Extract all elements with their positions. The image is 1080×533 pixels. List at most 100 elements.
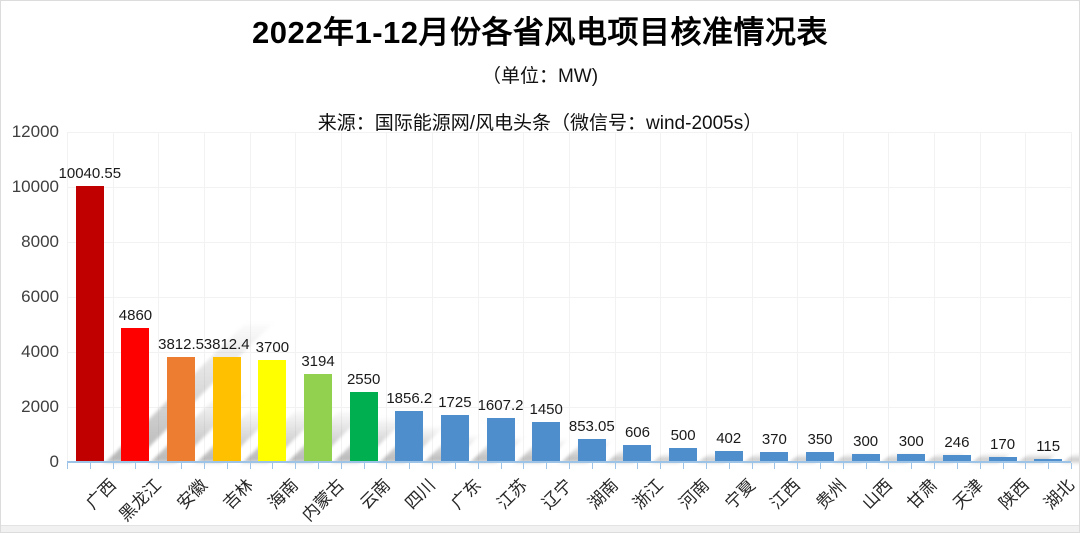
x-gridline: [203, 132, 205, 462]
x-axis-tick: [318, 463, 319, 469]
x-gridline: [158, 132, 160, 462]
bar-value-label: 1725: [438, 393, 472, 411]
bar-value-label: 246: [944, 434, 970, 452]
x-gridline: [979, 132, 981, 462]
bar-广东: [440, 414, 469, 462]
x-axis-tick: [820, 463, 821, 469]
bar-云南: [349, 391, 378, 462]
x-axis-category-label: 陕西: [995, 475, 1033, 514]
x-gridline: [295, 132, 297, 462]
x-axis-tick: [454, 463, 456, 469]
x-gridline: [842, 132, 844, 462]
chart-title: 2022年1-12月份各省风电项目核准情况表: [251, 15, 828, 50]
x-axis-tick: [67, 463, 68, 469]
bar-内蒙古: [304, 374, 332, 462]
bar-湖南: [577, 438, 606, 462]
bar-吉林: [212, 357, 241, 462]
bar-value-label: 4860: [118, 307, 153, 325]
x-axis-tick: [409, 463, 411, 469]
x-gridline: [1025, 132, 1027, 462]
x-axis-tick: [89, 463, 91, 469]
x-axis-tick: [546, 463, 548, 469]
x-axis-category-label: 宁夏: [721, 475, 759, 514]
x-gridline: [1071, 132, 1072, 462]
bar-河南: [669, 448, 698, 462]
y-axis-tick-label: 10000: [11, 177, 59, 196]
x-axis-tick: [956, 463, 958, 469]
x-axis-category-label: 江苏: [493, 475, 531, 514]
x-axis-tick: [500, 463, 502, 469]
bar-山西: [851, 453, 880, 462]
bar-value-label: 300: [898, 432, 924, 450]
x-axis-category-label: 广东: [447, 475, 485, 514]
x-axis-tick: [226, 463, 228, 469]
x-axis-tick: [637, 463, 639, 469]
x-axis-category-label: 辽宁: [538, 475, 577, 514]
bar-value-label: 3194: [301, 353, 335, 371]
x-axis-tick: [386, 463, 388, 469]
bar-value-label: 500: [670, 427, 696, 445]
x-axis-tick: [911, 463, 913, 469]
x-axis-tick: [591, 463, 593, 469]
bar-宁夏: [714, 450, 743, 462]
x-axis-tick: [295, 463, 297, 469]
x-axis-category-label: 浙江: [629, 475, 668, 514]
x-axis-category-label: 河南: [675, 475, 714, 514]
x-axis-category-label: 天津: [949, 475, 987, 514]
bar-value-label: 402: [716, 429, 742, 447]
x-gridline: [569, 132, 570, 462]
x-axis-tick: [1048, 463, 1050, 469]
x-gridline: [477, 132, 479, 462]
x-axis-tick: [432, 463, 434, 469]
x-axis-category-label: 内蒙古: [298, 475, 348, 526]
x-axis-tick: [363, 463, 365, 469]
bar-黑龙江: [121, 328, 150, 462]
x-gridline: [660, 132, 662, 462]
x-axis-category-label: 黑龙江: [115, 475, 166, 526]
bar-海南: [258, 360, 287, 462]
x-gridline: [386, 132, 388, 462]
x-axis-tick: [979, 463, 981, 469]
bar-四川: [395, 410, 424, 462]
bar-value-label: 2550: [346, 370, 381, 388]
x-axis-tick: [705, 463, 707, 469]
bar-江西: [760, 451, 789, 462]
chart-unit-subtitle: （单位：MW): [481, 66, 599, 87]
y-axis-tick-label: 6000: [21, 287, 59, 306]
bar-value-label: 606: [624, 424, 650, 442]
bar-贵州: [806, 452, 834, 462]
y-axis-tick-label: 2000: [21, 397, 59, 416]
bar-value-label: 1607.2: [477, 396, 524, 414]
source-note: 来源：国际能源网/风电头条（微信号：wind-2005s）: [317, 113, 763, 134]
x-axis-tick: [569, 463, 570, 469]
bar-value-label: 10040.55: [58, 164, 122, 182]
x-axis-tick: [728, 463, 730, 469]
bar-广西: [75, 185, 104, 462]
x-axis-category-label: 甘肃: [903, 475, 942, 514]
bar-value-label: 3812.4: [203, 336, 250, 354]
x-axis-tick: [934, 463, 936, 469]
x-axis-tick: [135, 463, 137, 469]
bar-value-label: 853.05: [568, 417, 615, 435]
x-axis-tick: [660, 463, 662, 469]
x-axis-tick: [181, 463, 183, 469]
x-axis-category-label: 山西: [858, 475, 896, 514]
bar-浙江: [623, 445, 652, 462]
bottom-strip: [1, 525, 1079, 532]
x-gridline: [432, 132, 434, 462]
bar-天津: [942, 455, 971, 462]
x-axis-tick: [340, 463, 342, 469]
x-axis-tick: [1025, 463, 1027, 469]
x-gridline: [934, 132, 936, 462]
x-axis-tick: [158, 463, 160, 469]
x-axis-category-label: 湖南: [584, 475, 622, 514]
x-axis-line: [67, 461, 1071, 463]
bar-value-label: 350: [807, 431, 833, 449]
x-axis-category-label: 湖北: [1040, 475, 1079, 514]
x-axis-category-label: 江西: [766, 475, 805, 514]
bar-value-label: 3812.5: [158, 336, 205, 354]
bar-value-label: 1450: [529, 401, 563, 419]
x-axis-category-label: 吉林: [219, 475, 257, 514]
